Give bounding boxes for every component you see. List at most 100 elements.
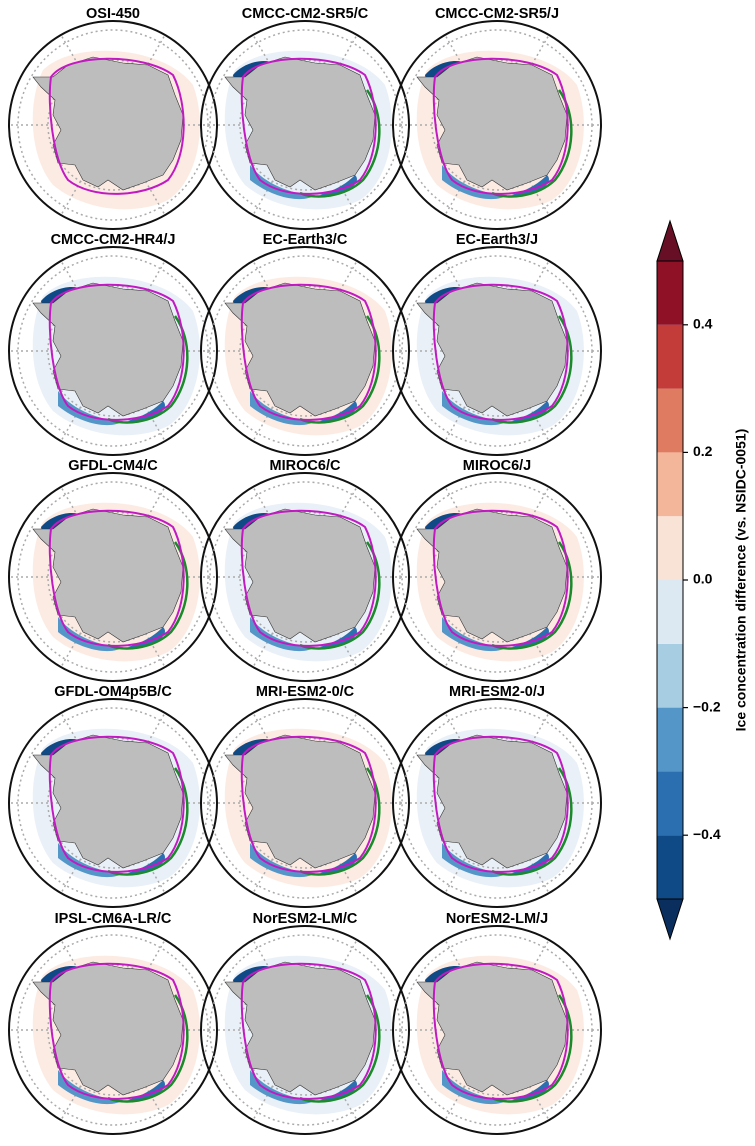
map-panel xyxy=(392,472,602,682)
colorbar-bin xyxy=(657,388,683,453)
map-panel xyxy=(392,20,602,230)
map-content xyxy=(9,29,217,221)
map-panel xyxy=(200,472,410,682)
map-boundary xyxy=(392,246,602,456)
panel-title: CMCC-CM2-SR5/J xyxy=(435,6,559,22)
colorbar-tick-label: 0.2 xyxy=(693,443,713,459)
map-content xyxy=(201,934,409,1126)
map-panel xyxy=(392,925,602,1135)
reference-contour xyxy=(240,735,377,873)
extent-contour xyxy=(107,767,189,876)
extent-contour xyxy=(107,541,189,650)
reference-contour xyxy=(48,735,185,873)
panel-title: EC-Earth3/C xyxy=(263,232,348,248)
panel-title: CMCC-CM2-SR5/C xyxy=(242,6,369,22)
map-boundary xyxy=(8,698,218,908)
map-content xyxy=(9,255,217,447)
panel-title: MIROC6/C xyxy=(270,458,341,474)
colorbar-tick-label: −0.2 xyxy=(693,698,721,714)
antarctica xyxy=(32,282,184,417)
map-content xyxy=(393,255,601,447)
map-panel xyxy=(8,20,218,230)
colorbar-extend-low xyxy=(656,898,684,941)
map-panel xyxy=(200,925,410,1135)
antarctica xyxy=(224,961,376,1096)
colorbar-bin xyxy=(657,261,683,325)
extent-contour xyxy=(491,89,573,198)
reference-contour xyxy=(432,735,569,873)
map-content xyxy=(201,29,409,221)
map-panel xyxy=(8,472,218,682)
map-content xyxy=(393,707,601,899)
map-boundary xyxy=(392,698,602,908)
map-content xyxy=(393,481,601,673)
map-panel xyxy=(8,925,218,1135)
map-panel xyxy=(200,20,410,230)
map-content xyxy=(201,707,409,899)
extent-contour xyxy=(491,315,573,424)
map-boundary xyxy=(200,20,410,230)
colorbar-bin xyxy=(657,516,683,580)
panel-title: IPSL-CM6A-LR/C xyxy=(55,911,172,927)
antarctica xyxy=(32,508,184,643)
map-boundary xyxy=(200,246,410,456)
colorbar-bin xyxy=(657,707,683,772)
extent-contour xyxy=(491,541,573,650)
map-boundary xyxy=(8,925,218,1135)
reference-contour xyxy=(48,57,185,195)
antarctica xyxy=(224,282,376,417)
colorbar-tick-label: −0.4 xyxy=(693,826,721,842)
colorbar-extend-high xyxy=(656,219,684,262)
panel-title: EC-Earth3/J xyxy=(456,232,538,248)
map-content xyxy=(201,481,409,673)
reference-contour xyxy=(240,509,377,647)
map-boundary xyxy=(8,20,218,230)
map-boundary xyxy=(392,925,602,1135)
extent-contour xyxy=(107,315,189,424)
antarctica xyxy=(32,961,184,1096)
colorbar-tick-label: 0.0 xyxy=(693,571,713,587)
colorbar-bin xyxy=(657,643,683,708)
map-content xyxy=(201,255,409,447)
panel-title: CMCC-CM2-HR4/J xyxy=(51,232,176,248)
panel-title: NorESM2-LM/C xyxy=(253,911,358,927)
extent-contour xyxy=(107,994,189,1103)
colorbar-label: Ice concentration difference (vs. NSIDC-… xyxy=(733,429,749,732)
antarctica xyxy=(32,734,184,869)
panel-title: MRI-ESM2-0/J xyxy=(449,684,545,700)
map-boundary xyxy=(8,472,218,682)
reference-contour xyxy=(240,962,377,1100)
reference-contour xyxy=(240,57,377,195)
map-panel xyxy=(8,698,218,908)
panel-title: GFDL-OM4p5B/C xyxy=(54,684,172,700)
panel-title: MRI-ESM2-0/C xyxy=(256,684,355,700)
antarctica xyxy=(32,56,184,191)
antarctica xyxy=(224,734,376,869)
antarctica xyxy=(224,56,376,191)
reference-contour xyxy=(432,283,569,421)
map-boundary xyxy=(200,925,410,1135)
extent-contour xyxy=(299,541,381,650)
panel-title: GFDL-CM4/C xyxy=(68,458,158,474)
map-content xyxy=(9,934,217,1126)
antarctica xyxy=(416,508,568,643)
antarctica xyxy=(224,508,376,643)
panel-title: OSI-450 xyxy=(86,6,140,22)
map-panel xyxy=(200,246,410,456)
map-content xyxy=(9,481,217,673)
extent-contour xyxy=(299,89,381,198)
colorbar-bin xyxy=(657,452,683,517)
map-panel xyxy=(200,698,410,908)
reference-contour xyxy=(432,57,569,195)
antarctica xyxy=(416,961,568,1096)
colorbar-bin xyxy=(657,835,683,899)
antarctica xyxy=(416,282,568,417)
reference-contour xyxy=(432,962,569,1100)
map-content xyxy=(393,934,601,1126)
antarctica xyxy=(416,734,568,869)
map-panel xyxy=(392,246,602,456)
reference-contour xyxy=(48,509,185,647)
map-boundary xyxy=(200,472,410,682)
reference-contour xyxy=(432,509,569,647)
